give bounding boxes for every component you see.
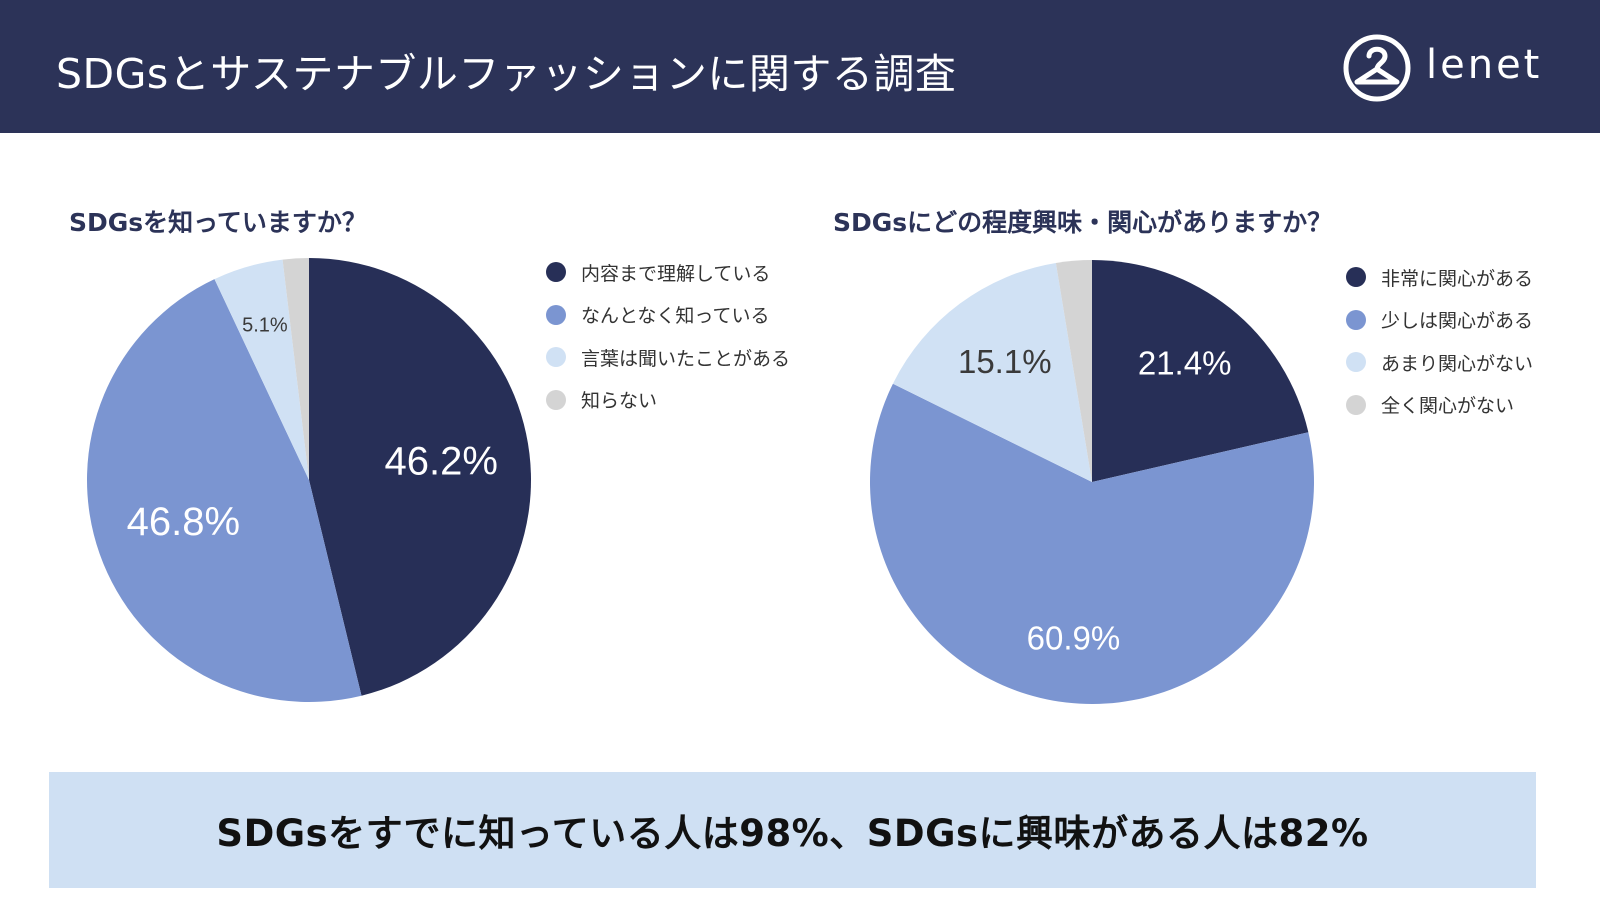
legend-label: なんとなく知っている bbox=[581, 305, 770, 328]
summary-banner: SDGsをすでに知っている人は98%、SDGsに興味がある人は82% bbox=[49, 772, 1536, 888]
legend-item: 全く関心がない bbox=[1346, 384, 1533, 427]
legend-label: 少しは関心がある bbox=[1381, 310, 1534, 333]
pie-slice-4 bbox=[1055, 260, 1092, 482]
legend-label: 全く関心がない bbox=[1381, 395, 1515, 418]
legend-item: 少しは関心がある bbox=[1346, 299, 1533, 342]
pie-slice-2 bbox=[870, 383, 1314, 704]
lenet-logo-icon bbox=[1343, 34, 1411, 102]
legend-item: 知らない bbox=[546, 379, 790, 422]
pie-slice-1 bbox=[1092, 260, 1309, 482]
legend-item: なんとなく知っている bbox=[546, 294, 790, 337]
pie-chart-right: 21.4% 60.9% 15.1% bbox=[870, 260, 1314, 704]
legend-label: あまり関心がない bbox=[1381, 352, 1534, 375]
legend-left: 内容まで理解している なんとなく知っている 言葉は聞いたことがある 知らない bbox=[546, 251, 790, 421]
pie-slice-2 bbox=[86, 279, 362, 702]
pie-slice-3 bbox=[214, 259, 309, 480]
legend-swatch-icon bbox=[546, 304, 566, 325]
chart-title-left: SDGsを知っていますか？ bbox=[69, 208, 367, 237]
legend-swatch-icon bbox=[546, 262, 566, 283]
legend-label: 内容まで理解している bbox=[581, 262, 771, 285]
chart-title-right: SDGsにどの程度興味・関心がありますか？ bbox=[833, 208, 1333, 237]
legend-swatch-icon bbox=[546, 347, 566, 368]
legend-label: 知らない bbox=[581, 390, 658, 413]
legend-swatch-icon bbox=[1346, 309, 1366, 330]
pie-data-label-3: 15.1% bbox=[958, 343, 1052, 380]
pie-data-label-2: 60.9% bbox=[1027, 619, 1121, 656]
legend-label: 非常に関心がある bbox=[1381, 267, 1534, 290]
legend-item: 非常に関心がある bbox=[1346, 256, 1533, 299]
pie-chart-left: 46.2% 46.8% 5.1% bbox=[86, 258, 531, 702]
page-title: SDGsとサステナブルファッションに関する調査 bbox=[56, 50, 957, 98]
header-bar: SDGsとサステナブルファッションに関する調査 lenet bbox=[0, 0, 1600, 133]
legend-swatch-icon bbox=[1346, 394, 1366, 415]
legend-right: 非常に関心がある 少しは関心がある あまり関心がない 全く関心がない bbox=[1346, 256, 1533, 426]
legend-item: 内容まで理解している bbox=[546, 251, 790, 294]
summary-text: SDGsをすでに知っている人は98%、SDGsに興味がある人は82% bbox=[216, 812, 1369, 855]
legend-item: 言葉は聞いたことがある bbox=[546, 336, 790, 379]
legend-swatch-icon bbox=[1346, 352, 1366, 373]
pie-data-label-1: 46.2% bbox=[385, 440, 498, 484]
legend-label: 言葉は聞いたことがある bbox=[581, 347, 791, 370]
pie-slice-3 bbox=[892, 262, 1092, 482]
pie-data-label-1: 21.4% bbox=[1138, 344, 1232, 381]
legend-swatch-icon bbox=[546, 389, 566, 410]
logo-wordmark: lenet bbox=[1426, 42, 1543, 88]
pie-slice-4 bbox=[282, 258, 309, 480]
pie-data-label-2: 46.8% bbox=[127, 500, 240, 544]
pie-slice-1 bbox=[309, 258, 531, 696]
legend-swatch-icon bbox=[1346, 267, 1366, 288]
legend-item: あまり関心がない bbox=[1346, 341, 1533, 384]
pie-data-label-3: 5.1% bbox=[242, 315, 288, 337]
